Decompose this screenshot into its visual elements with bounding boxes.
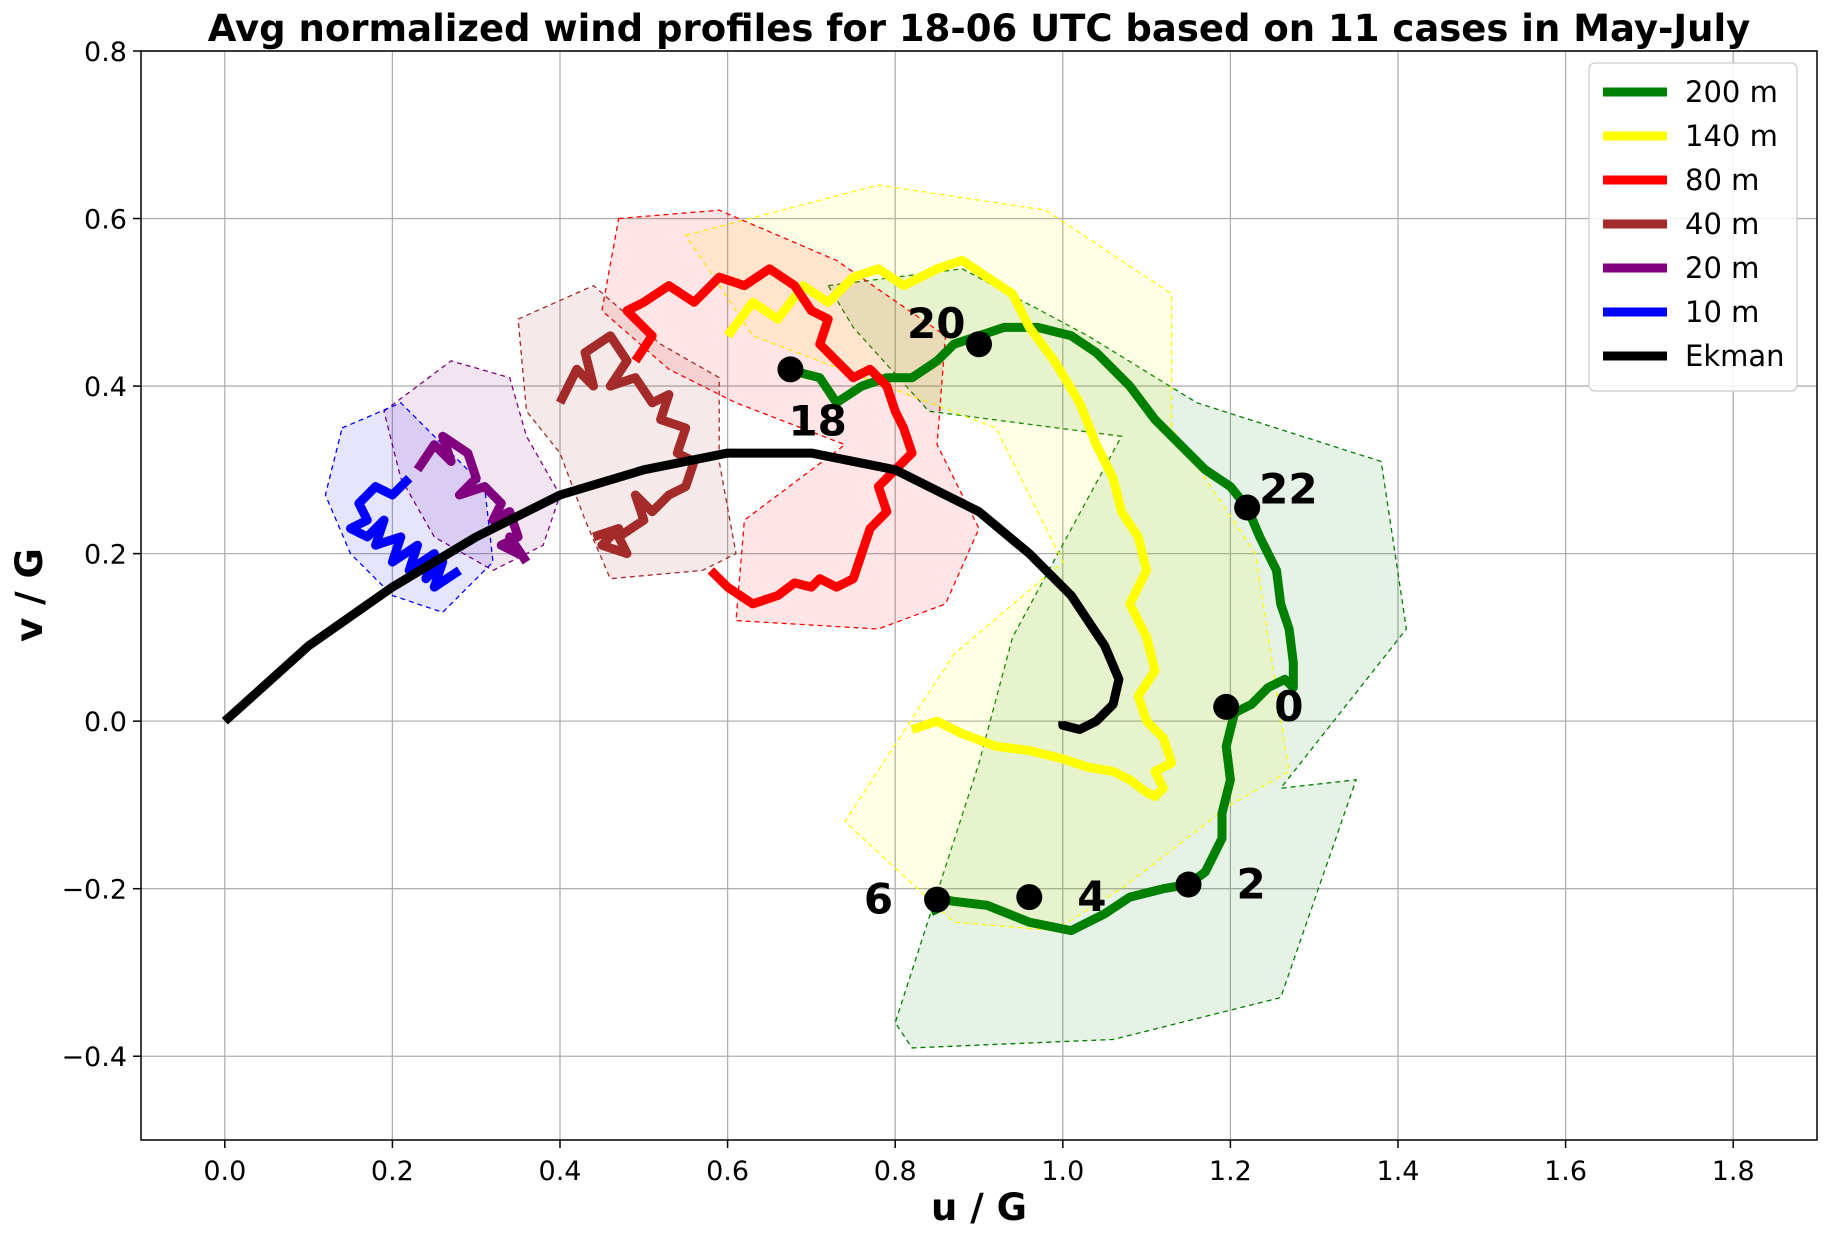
x-tick-label: 0.0 — [203, 1156, 246, 1187]
y-tick-label: −0.2 — [61, 875, 127, 906]
hour-label: 4 — [1077, 872, 1106, 921]
hour-marker — [1016, 884, 1043, 911]
series-line — [622, 264, 917, 609]
hour-label: 18 — [788, 396, 846, 445]
y-tick-label: 0.4 — [84, 372, 127, 403]
hour-marker — [1213, 693, 1240, 720]
hour-label: 2 — [1237, 860, 1266, 909]
series-line — [221, 448, 1124, 734]
series-line — [785, 322, 1298, 936]
x-tick-label: 1.8 — [1712, 1156, 1755, 1187]
legend-label: 80 m — [1685, 163, 1759, 197]
legend-label: 40 m — [1685, 207, 1759, 241]
x-tick-label: 1.0 — [1041, 1156, 1084, 1187]
tick-layer: 0.0 0.2 0.4 0.6 0.8 1.0 1.2 1.4 1.6 1.8 −0.4 −0.2 0.… — [61, 37, 1754, 1187]
hour-marker — [924, 886, 951, 913]
marker-layer: 18 20 22 0 2 4 6 — [777, 299, 1318, 924]
y-axis-title: v / G — [8, 548, 51, 642]
series-line — [413, 431, 531, 565]
hour-label: 22 — [1259, 465, 1317, 514]
x-tick-label: 0.2 — [371, 1156, 414, 1187]
hour-label: 6 — [864, 875, 893, 924]
legend-label: 140 m — [1685, 119, 1778, 153]
chart-title: Avg normalized wind profiles for 18-06 U… — [208, 7, 1751, 50]
series-line — [723, 255, 1177, 801]
x-tick-label: 1.2 — [1209, 1156, 1252, 1187]
x-tick-label: 0.4 — [539, 1156, 582, 1187]
legend-label: Ekman — [1685, 339, 1785, 373]
y-tick-label: −0.4 — [61, 1042, 127, 1073]
legend-label: 10 m — [1685, 295, 1759, 329]
y-tick-label: 0.0 — [84, 707, 127, 738]
hour-marker — [1175, 871, 1202, 898]
legend: 200 m 140 m 80 m 40 m 20 m 10 m Ekman — [1588, 62, 1798, 392]
x-axis-title: u / G — [931, 1186, 1027, 1229]
y-tick-label: 0.2 — [84, 540, 127, 571]
hour-marker — [1234, 494, 1261, 521]
uncertainty-region — [827, 268, 1408, 1049]
hour-marker — [966, 331, 992, 358]
y-tick-label: 0.6 — [84, 205, 127, 236]
series-line — [346, 475, 462, 592]
y-tick-label: 0.8 — [84, 37, 127, 68]
x-tick-label: 0.6 — [706, 1156, 749, 1187]
hour-marker — [777, 356, 804, 383]
x-tick-label: 0.8 — [874, 1156, 917, 1187]
uncertainty-region-layer — [324, 184, 1408, 1049]
legend-label: 20 m — [1685, 251, 1759, 285]
plot-frame — [140, 50, 1818, 1141]
series-line — [555, 331, 699, 559]
x-tick-label: 1.6 — [1544, 1156, 1587, 1187]
uncertainty-region — [601, 209, 980, 630]
x-tick-label: 1.4 — [1377, 1156, 1420, 1187]
hour-label: 0 — [1274, 682, 1303, 731]
series-layer — [221, 255, 1298, 936]
uncertainty-region — [684, 184, 1290, 932]
legend-label: 200 m — [1685, 75, 1778, 109]
hour-label: 20 — [907, 299, 965, 348]
